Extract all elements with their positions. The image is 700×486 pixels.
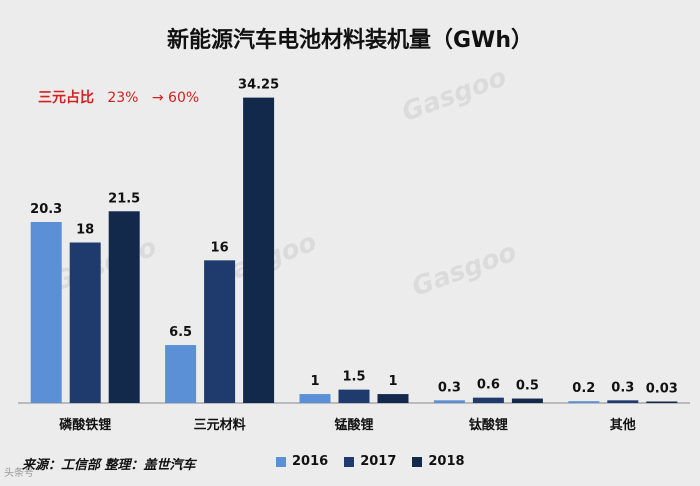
legend-swatch — [276, 456, 286, 467]
category-label: 其他 — [610, 417, 636, 433]
annotation-arrow: → — [151, 90, 164, 106]
data-label: 0.03 — [646, 382, 678, 397]
bar-2016-2 — [299, 394, 331, 403]
category-label: 锰酸锂 — [334, 417, 373, 433]
bar-2018-4 — [646, 401, 678, 403]
data-label: 0.3 — [438, 380, 461, 395]
legend-label: 2018 — [428, 454, 465, 469]
bar-2017-0 — [69, 242, 101, 403]
legend-label: 2017 — [360, 454, 397, 469]
legend-swatch — [344, 456, 355, 467]
data-label: 0.2 — [572, 381, 595, 396]
legend-label: 2016 — [292, 454, 329, 469]
corner-watermark: 头条号 — [4, 468, 34, 479]
bar-2017-2 — [338, 389, 370, 403]
bar-2016-3 — [433, 400, 465, 403]
data-label: 0.3 — [611, 380, 634, 395]
legend-item-2017: 2017 — [344, 454, 396, 469]
legend: 2016 2017 2018 — [276, 454, 465, 469]
legend-item-2018: 2018 — [412, 454, 465, 469]
bar-2018-1 — [243, 97, 275, 404]
legend-swatch — [412, 456, 423, 467]
category-label: 钛酸锂 — [468, 417, 508, 433]
category-label: 磷酸铁锂 — [59, 417, 111, 433]
annotation-label: 三元占比 — [38, 90, 94, 106]
data-label: 1 — [388, 374, 397, 389]
legend-item-2016: 2016 — [276, 454, 328, 469]
bar-2018-2 — [377, 394, 409, 403]
bar-2016-4 — [568, 401, 600, 403]
bar-2017-3 — [472, 397, 504, 403]
data-label: 0.6 — [477, 378, 500, 393]
chart-title: 新能源汽车电池材料装机量（GWh） — [167, 28, 533, 53]
data-label: 34.25 — [238, 78, 279, 93]
data-label: 6.5 — [169, 325, 192, 340]
bar-2017-1 — [204, 260, 236, 403]
bar-2016-0 — [30, 221, 62, 403]
data-label: 1 — [310, 374, 319, 389]
annotation-to: 60% — [168, 90, 200, 106]
category-label: 三元材料 — [194, 417, 246, 433]
bar-2018-0 — [108, 211, 140, 403]
data-label: 16 — [211, 240, 229, 255]
data-label: 1.5 — [342, 370, 365, 385]
source-note: 来源：工信部 整理：盖世汽车 — [22, 458, 196, 473]
data-label: 20.3 — [30, 202, 62, 217]
bar-2016-1 — [165, 345, 197, 403]
data-label: 0.5 — [516, 379, 539, 394]
ternary-share-annotation: 三元占比 23% → 60% — [38, 87, 199, 107]
bar-2018-3 — [511, 398, 543, 403]
annotation-from: 23% — [107, 90, 139, 106]
data-label: 21.5 — [108, 191, 140, 206]
bar-2017-4 — [607, 400, 639, 403]
data-label: 18 — [76, 223, 94, 238]
